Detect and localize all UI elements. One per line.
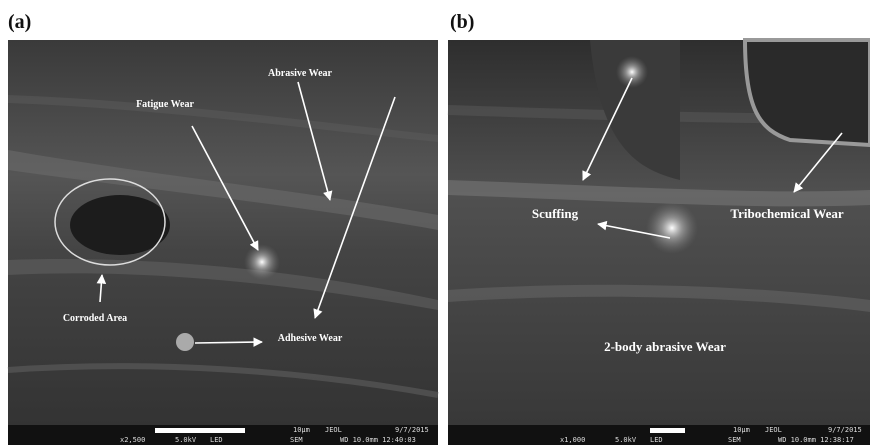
figure: (a) (b) Abrasive Wear Fatigue Wear Corro…	[0, 0, 870, 445]
footer-text: 5.0kV	[615, 436, 637, 444]
annotation: Abrasive Wear	[268, 68, 333, 79]
annotation: 2-body abrasive Wear	[604, 339, 726, 354]
annotation: Tribochemical Wear	[730, 206, 843, 221]
micrograph-a	[8, 40, 438, 445]
footer-text: 5.0kV	[175, 436, 197, 444]
panel-label: (a)	[8, 11, 31, 33]
footer-text: SEM	[728, 436, 741, 444]
footer-text: WD 10.0mm 12:38:17	[778, 436, 854, 444]
footer-text: JEOL	[765, 426, 782, 434]
annotation: Fatigue Wear	[136, 99, 194, 110]
footer-text: 9/7/2015	[395, 426, 429, 434]
footer-text: x1,000	[560, 436, 585, 444]
page: (a) (b) Abrasive Wear Fatigue Wear Corro…	[0, 0, 870, 445]
annotation: Scuffing	[532, 206, 579, 221]
footer-text: x2,500	[120, 436, 145, 444]
footer-text: 10μm	[733, 426, 750, 434]
footer-text: 9/7/2015	[828, 426, 862, 434]
footer-text: SEM	[290, 436, 303, 444]
footer-text: WD 10.0mm 12:40:03	[340, 436, 416, 444]
annotation: Corroded Area	[63, 313, 127, 324]
footer-text: JEOL	[325, 426, 342, 434]
panel-label: (b)	[450, 11, 474, 33]
footer-text: LED	[210, 436, 223, 444]
annotation: Adhesive Wear	[278, 333, 343, 344]
micrograph-b	[448, 40, 870, 445]
footer-text: LED	[650, 436, 663, 444]
footer-text: 10μm	[293, 426, 310, 434]
